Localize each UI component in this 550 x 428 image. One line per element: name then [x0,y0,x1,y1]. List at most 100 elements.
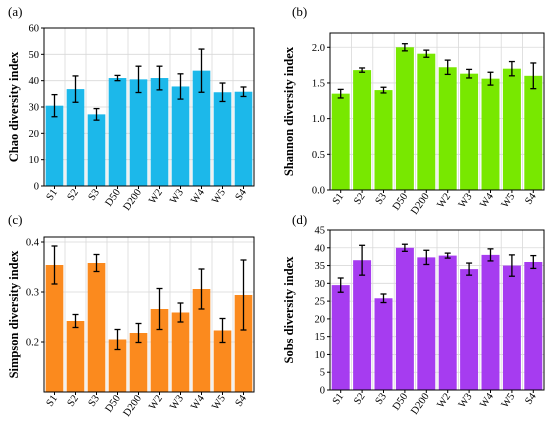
bar-S2 [353,260,372,390]
bar-S1 [331,285,350,390]
x-tick-label-S2: S2 [352,391,367,406]
x-tick-label-S3: S3 [374,391,389,406]
x-tick-label-S1: S1 [331,191,346,206]
panel-label: (a) [8,4,22,19]
y-tick-label: 1.0 [312,114,325,125]
x-tick-label-D200: D200 [409,191,431,216]
y-tick-label: 15 [315,332,326,343]
bar-W3 [460,269,479,390]
y-tick-label: 40 [29,76,40,87]
axis-frame [329,32,545,191]
x-tick-label-D200: D200 [122,187,144,212]
x-tick-label-S1: S1 [45,393,60,408]
y-axis-title: Simpson diversity index [7,250,21,379]
y-tick-label: 0.4 [26,238,40,249]
x-tick-label-W5: W5 [210,187,228,206]
bar-W2 [150,309,169,392]
bar-D50 [108,339,127,392]
y-tick-label: 5 [320,368,325,379]
y-axis-title: Sobs diversity index [282,256,296,364]
bar-S1 [45,105,64,186]
y-tick-label: 10 [315,350,326,361]
y-axis-title: Shannon diversity index [282,46,296,176]
x-tick-label-D200: D200 [409,391,431,416]
x-tick-label-D50: D50 [104,187,123,208]
x-tick-label-W4: W4 [478,391,496,410]
bar-S2 [66,89,85,186]
y-tick-label: 30 [29,103,40,114]
x-tick-label-W5: W5 [500,391,518,410]
bar-S2 [353,70,372,190]
y-tick-label: 0 [320,386,325,397]
x-tick-label-D50: D50 [391,391,410,412]
x-tick-label-S1: S1 [331,391,346,406]
x-tick-label-S4: S4 [234,393,250,409]
bar-D200 [129,333,148,392]
y-tick-label: 25 [315,297,326,308]
bar-W3 [171,86,190,186]
bar-S4 [234,295,253,392]
x-tick-label-S4: S4 [523,191,539,207]
x-tick-label-W5: W5 [500,191,518,210]
panel-label: (c) [8,212,22,227]
x-tick-label-D50: D50 [391,191,410,212]
bar-W2 [438,255,457,390]
bar-W4 [481,78,500,190]
bar-D200 [129,79,148,186]
bar-S3 [374,298,393,390]
y-tick-label: 0.5 [312,150,325,161]
x-tick-label-S2: S2 [66,187,81,202]
bar-S4 [234,91,253,186]
y-tick-label: 0 [34,182,39,193]
y-tick-label: 0.2 [26,338,39,349]
x-tick-label-W3: W3 [457,391,475,410]
bar-W2 [150,78,169,186]
bar-W3 [171,312,190,392]
bar-D200 [417,53,436,191]
x-tick-label-S3: S3 [87,393,102,408]
x-tick-label-W2: W2 [435,391,453,410]
bar-W5 [213,92,232,186]
y-axis-title: Chao diversity index [7,51,21,162]
x-tick-label-W4: W4 [478,191,496,210]
bar-W5 [502,68,521,190]
y-tick-label: 20 [29,129,40,140]
bar-D50 [108,78,127,186]
axis-frame [43,236,255,393]
x-tick-label-W3: W3 [457,191,475,210]
bar-S3 [87,114,106,186]
x-tick-label-S3: S3 [87,187,102,202]
y-tick-label: 2.0 [312,43,325,54]
x-tick-label-D200: D200 [122,393,144,418]
y-tick-label: 10 [29,155,40,166]
x-tick-label-S1: S1 [45,187,60,202]
x-tick-label-W2: W2 [147,393,165,412]
y-tick-label: 40 [315,243,326,254]
x-tick-label-W2: W2 [147,187,165,206]
y-tick-label: 60 [29,24,40,35]
bar-D50 [395,247,414,390]
panel-label: (d) [292,212,307,227]
y-tick-label: 0.3 [26,288,39,299]
x-tick-label-S3: S3 [374,191,389,206]
y-tick-label: 20 [315,314,326,325]
bar-W2 [438,67,457,190]
x-tick-label-S2: S2 [66,393,81,408]
bar-S3 [374,90,393,190]
x-tick-label-D50: D50 [104,393,123,414]
axis-frame [329,229,545,391]
bar-W4 [481,254,500,390]
y-tick-label: 0.0 [312,186,325,197]
x-tick-label-W2: W2 [435,191,453,210]
bar-W4 [192,289,211,392]
x-tick-label-W5: W5 [210,393,228,412]
x-tick-label-S4: S4 [234,187,250,203]
panel-label: (b) [292,4,307,19]
bar-S1 [45,265,64,392]
x-tick-label-W4: W4 [189,393,207,412]
y-tick-label: 50 [29,50,40,61]
bar-W5 [502,265,521,390]
bar-D50 [395,47,414,190]
